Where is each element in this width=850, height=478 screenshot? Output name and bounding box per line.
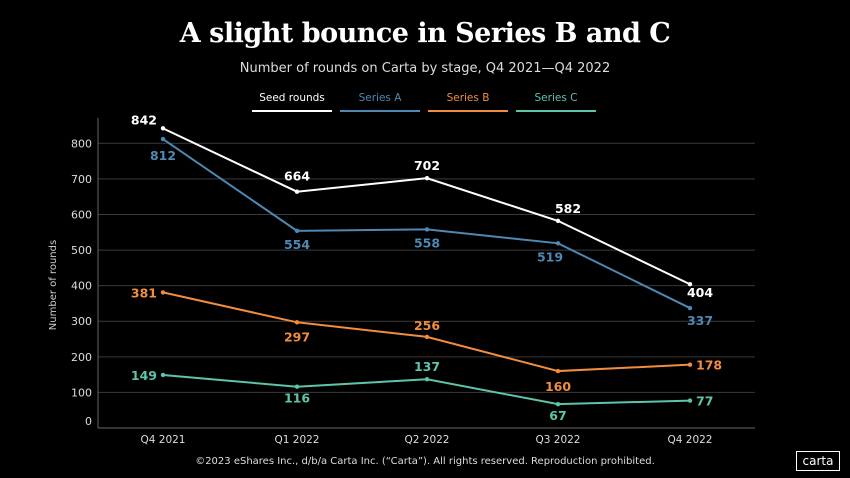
y-tick-label: 500 (71, 244, 92, 257)
y-tick-label: 400 (71, 280, 92, 293)
data-point (294, 189, 300, 194)
legend-label: Seed rounds (259, 92, 325, 104)
data-label: 137 (414, 359, 440, 374)
data-label: 519 (537, 249, 563, 264)
data-label: 337 (687, 313, 713, 328)
data-label: 381 (131, 285, 157, 300)
data-point (687, 282, 693, 287)
x-tick-label: Q4 2022 (667, 434, 712, 446)
data-label: 67 (549, 408, 566, 423)
y-tick-label: 300 (71, 315, 92, 328)
data-point (424, 175, 430, 181)
data-point (424, 334, 430, 340)
legend-label: Series C (535, 92, 578, 104)
data-label: 77 (696, 394, 713, 409)
data-point (424, 227, 430, 232)
y-tick-label: 0 (85, 415, 92, 428)
data-point (160, 136, 166, 142)
data-label: 297 (284, 329, 310, 344)
chart-subtitle: Number of rounds on Carta by stage, Q4 2… (239, 61, 611, 76)
carta-logo: carta (796, 451, 840, 471)
copyright-footer: ©2023 eShares Inc., d/b/a Carta Inc. (“C… (195, 456, 655, 467)
x-tick-label: Q2 2022 (404, 434, 449, 446)
data-label: 558 (414, 235, 440, 250)
data-point (160, 290, 166, 295)
data-label: 149 (131, 368, 157, 383)
chart-title: A slight bounce in Series B and C (179, 18, 671, 49)
data-point (160, 372, 166, 378)
data-point (555, 368, 561, 374)
data-point (294, 384, 300, 389)
data-point (687, 362, 693, 367)
x-tick-label: Q1 2022 (274, 434, 319, 446)
data-point (687, 305, 693, 311)
data-label: 664 (284, 169, 310, 184)
data-point (555, 241, 561, 246)
y-tick-label: 100 (71, 386, 92, 399)
data-point (294, 320, 300, 325)
x-tick-label: Q4 2021 (140, 434, 185, 446)
series-line-seed-rounds (162, 127, 691, 286)
y-tick-label: 200 (71, 351, 92, 364)
data-point (687, 398, 693, 403)
data-label: 116 (284, 391, 310, 406)
legend-label: Series A (359, 92, 403, 104)
y-axis-label: Number of rounds (48, 240, 59, 330)
data-point (294, 228, 300, 234)
data-label: 160 (545, 379, 571, 394)
data-label: 404 (687, 285, 713, 300)
data-label: 812 (150, 148, 176, 163)
data-point (555, 401, 561, 407)
y-tick-label: 700 (71, 173, 92, 186)
data-point (424, 377, 430, 382)
x-tick-label: Q3 2022 (535, 434, 580, 446)
data-label: 582 (555, 201, 581, 216)
y-tick-label: 800 (71, 137, 92, 150)
y-tick-label: 600 (71, 208, 92, 221)
data-point (555, 218, 561, 224)
data-label: 256 (414, 318, 440, 333)
data-label: 702 (414, 158, 440, 173)
data-label: 842 (131, 112, 157, 127)
data-label: 554 (284, 237, 310, 252)
legend-label: Series B (447, 92, 490, 104)
data-point (160, 126, 166, 131)
data-label: 178 (696, 358, 722, 373)
